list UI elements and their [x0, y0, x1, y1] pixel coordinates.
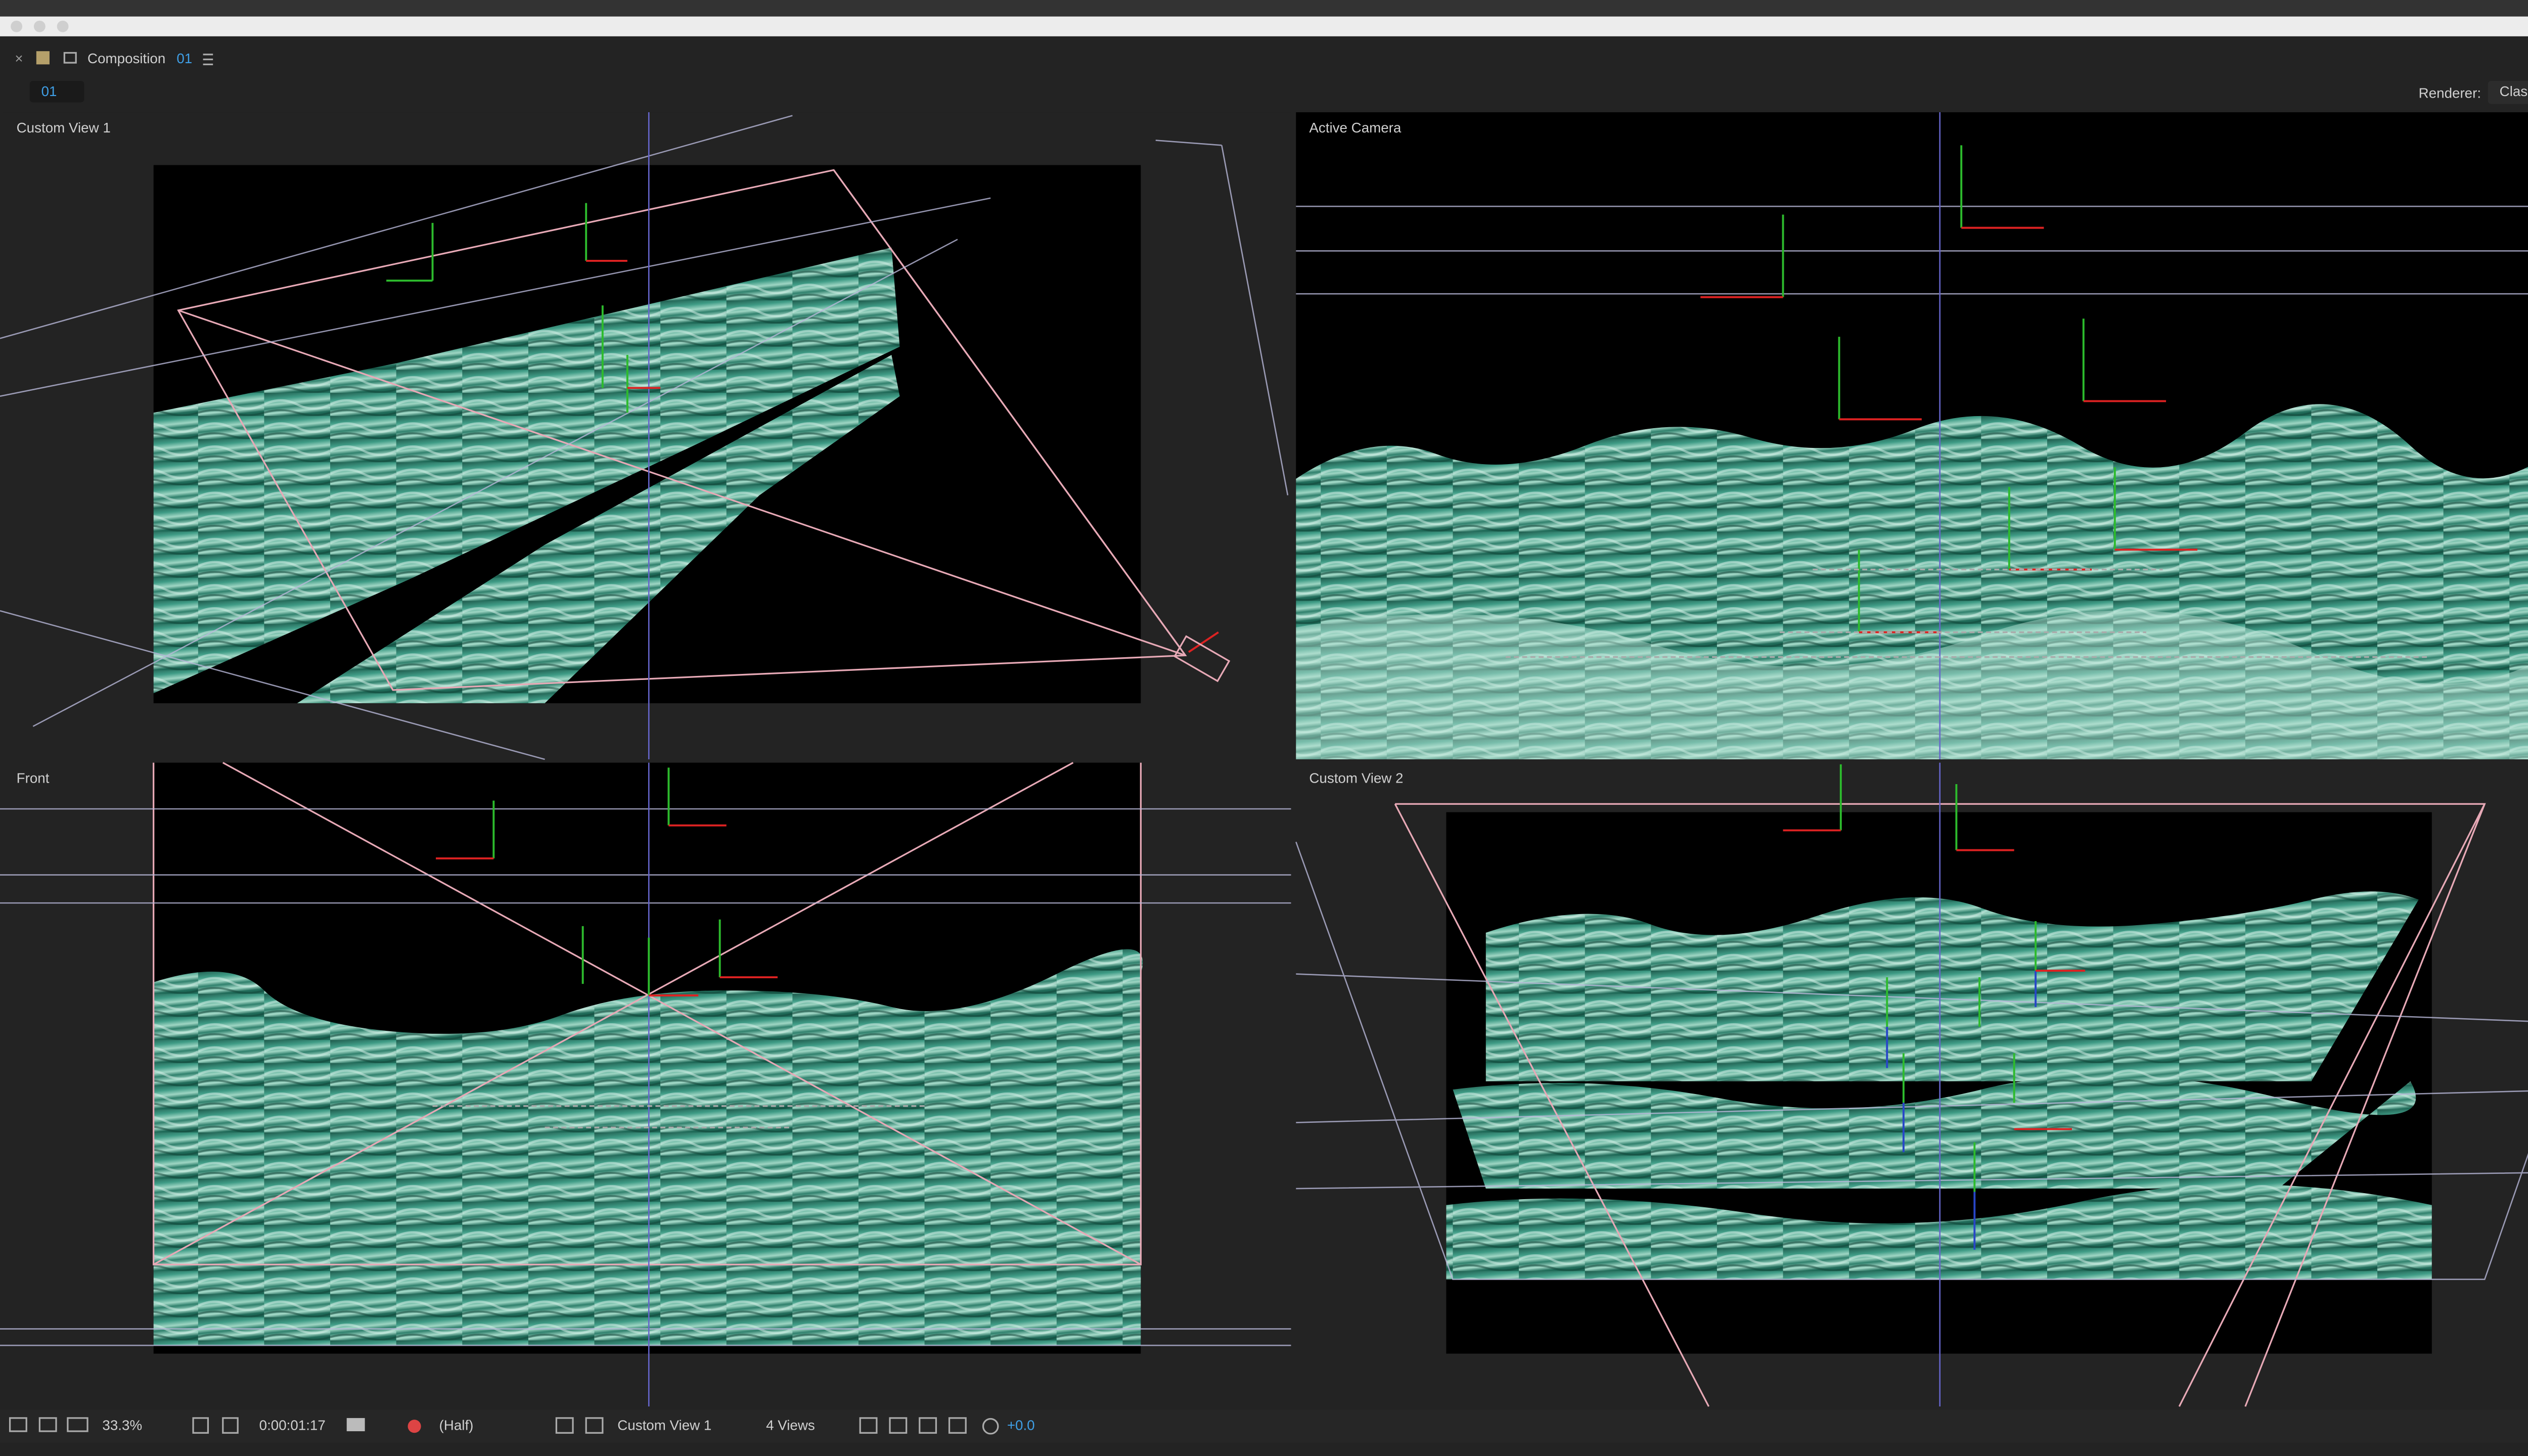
gizmo [1700, 226, 2198, 633]
timecode[interactable]: 0:00:01:17 [259, 1418, 326, 1433]
camera-lines [178, 169, 1186, 656]
toolbar-icon[interactable] [948, 1417, 967, 1434]
toolbar-icon[interactable] [555, 1417, 574, 1434]
toolbar-icon[interactable] [9, 1417, 27, 1432]
toolbar-icon[interactable] [192, 1417, 209, 1434]
viewport-custom-view-1[interactable]: Custom View 1 [0, 112, 1291, 760]
gizmo [586, 259, 1219, 653]
tab-number[interactable]: 01 [176, 51, 192, 66]
layout-menu[interactable]: 4 Views [766, 1418, 815, 1433]
tab-title[interactable]: Composition [87, 51, 165, 66]
gizmo [436, 824, 778, 996]
light-wire [0, 115, 1289, 760]
guide-lines [1296, 205, 2528, 295]
channel-icon[interactable] [408, 1420, 421, 1433]
water-layer [153, 247, 900, 694]
toolbar-icon[interactable] [67, 1417, 88, 1432]
lock-icon[interactable] [63, 52, 77, 64]
close-button[interactable] [11, 20, 23, 32]
window-frame [0, 0, 2528, 17]
title-bar [0, 16, 2528, 36]
tab-close[interactable]: × [15, 51, 23, 66]
toolbar-icon[interactable] [585, 1417, 604, 1434]
view-tab-box[interactable] [29, 81, 84, 103]
toolbar-icon[interactable] [38, 1417, 57, 1432]
water-layer [297, 355, 900, 704]
guide-lines [0, 808, 1291, 1346]
light-wire [1295, 841, 2528, 1280]
renderer-box[interactable] [2488, 81, 2528, 104]
water-layer [1446, 1184, 2432, 1280]
renderer-value[interactable]: Classic 3D [2500, 83, 2528, 99]
toolbar-icon[interactable] [919, 1417, 937, 1434]
view-menu[interactable]: Custom View 1 [617, 1418, 711, 1433]
layer-outline [1505, 568, 2430, 658]
exposure-icon[interactable] [982, 1418, 999, 1435]
tab-icon [36, 51, 50, 65]
toolbar [0, 1409, 2528, 1443]
gizmo [1782, 145, 2116, 632]
zoom-menu[interactable]: 33.3% [102, 1418, 142, 1433]
toolbar-icon[interactable] [889, 1417, 908, 1434]
resolution-menu[interactable]: (Half) [439, 1418, 474, 1433]
gizmo [492, 767, 721, 995]
zoom-button[interactable] [57, 20, 69, 32]
view-label: Custom View 1 [17, 120, 111, 135]
camera-frustum [153, 762, 1142, 1265]
view-tab[interactable]: 01 [41, 83, 57, 99]
toolbar-icon[interactable] [222, 1417, 239, 1434]
water-layer [1485, 891, 2419, 1081]
gizmo [1886, 971, 2037, 1250]
water-layer [1296, 404, 2528, 760]
water-layer [153, 949, 1143, 1346]
viewport-front[interactable]: Front [0, 762, 1291, 1407]
gizmo [386, 203, 628, 413]
camera-frustum [1394, 803, 2486, 1407]
foam-layer [1296, 610, 2528, 760]
exposure-value[interactable]: +0.0 [1007, 1418, 1035, 1433]
gizmo [1839, 764, 2037, 1192]
viewport-custom-view-2[interactable]: Custom View 2 [1295, 762, 2528, 1407]
snapshot-icon[interactable] [346, 1418, 365, 1432]
gizmo [1783, 829, 2086, 1130]
water-layer [1453, 1075, 2416, 1189]
view-label: Front [17, 770, 50, 786]
toolbar-icon[interactable] [859, 1417, 878, 1434]
tab-menu[interactable] [203, 54, 213, 65]
view-label: Active Camera [1309, 120, 1402, 135]
view-label: Custom View 2 [1309, 770, 1403, 786]
renderer-label: Renderer: [2419, 85, 2481, 101]
minimize-button[interactable] [33, 20, 46, 32]
camera-icon [1173, 635, 1231, 682]
viewport-active-camera[interactable]: Active Camera [1296, 112, 2528, 760]
